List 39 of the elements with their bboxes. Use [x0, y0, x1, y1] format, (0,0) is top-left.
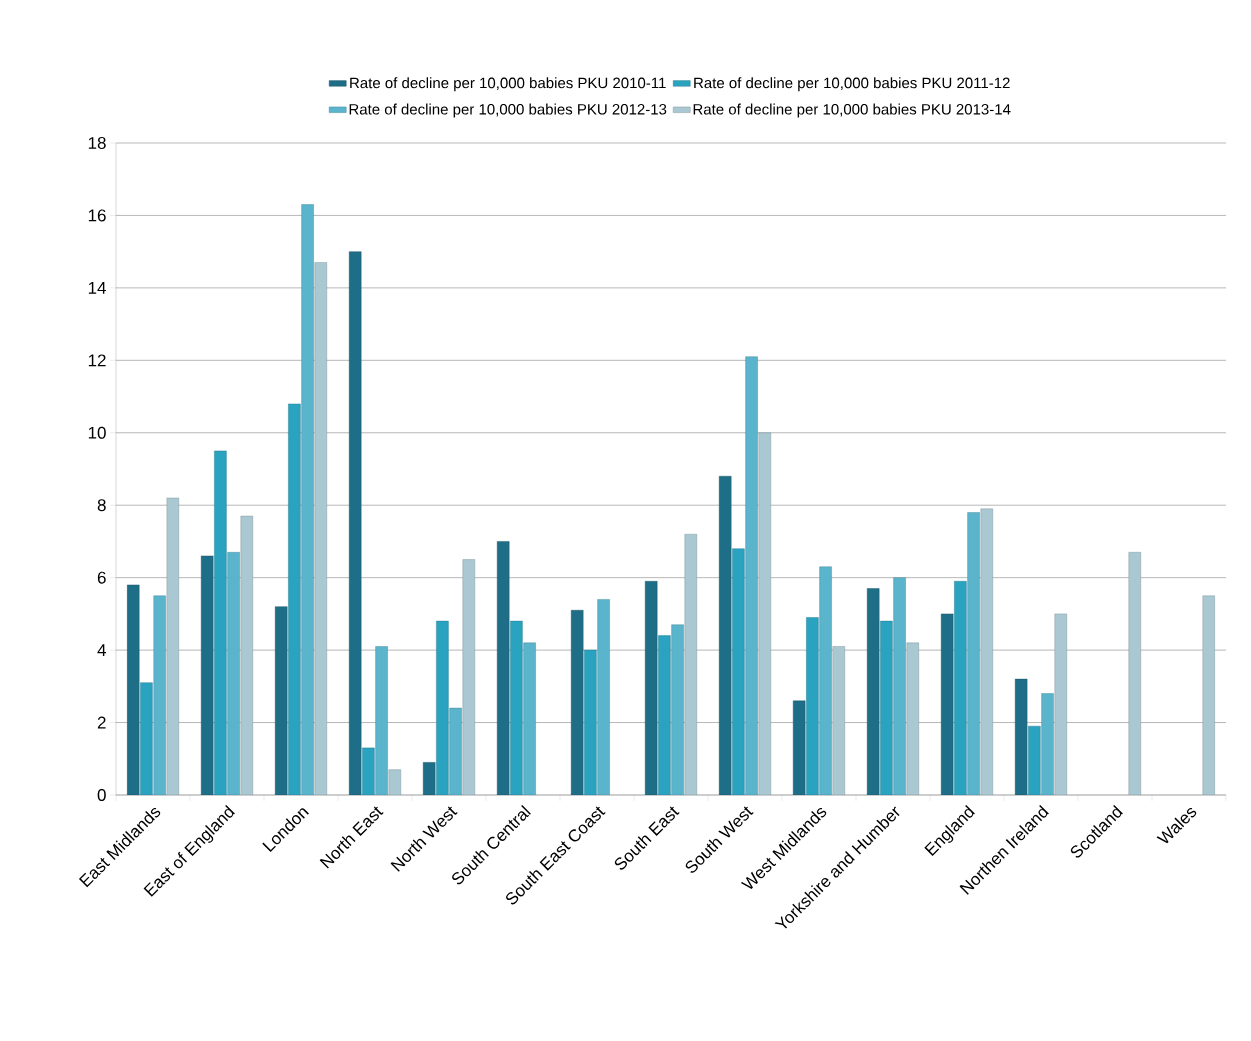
y-tick-label: 8	[97, 499, 106, 512]
bar	[227, 552, 240, 795]
bar	[906, 642, 919, 795]
y-tick-label: 2	[97, 716, 106, 729]
bar	[980, 508, 993, 795]
y-tick-label: 16	[88, 209, 106, 222]
y-tick-label: 0	[97, 788, 106, 802]
bar	[671, 624, 684, 795]
bar	[449, 707, 462, 795]
y-tick-label: 6	[97, 571, 106, 584]
bar	[893, 577, 906, 795]
legend-label: Rate of decline per 10,000 babies PKU 2013-14	[693, 103, 1011, 118]
bar	[240, 515, 253, 795]
bar	[758, 432, 771, 795]
bar	[819, 566, 832, 795]
bar	[967, 512, 980, 795]
bar	[301, 204, 314, 795]
legend-label: Rate of decline per 10,000 babies PKU 2010-11	[350, 77, 666, 92]
bar	[153, 595, 166, 795]
y-tick-label: 14	[88, 282, 106, 294]
bar	[832, 646, 845, 795]
bar	[1054, 613, 1067, 795]
bar	[523, 642, 536, 795]
bar	[166, 497, 180, 795]
bar	[1128, 552, 1141, 795]
bar	[745, 356, 758, 795]
y-tick-label: 4	[97, 644, 106, 656]
bar	[462, 559, 475, 795]
bar	[684, 533, 697, 795]
bar	[1041, 693, 1054, 795]
bar	[375, 646, 388, 795]
y-tick-label: 18	[88, 136, 106, 150]
y-tick-label: 10	[88, 426, 106, 439]
legend-label: Rate of decline per 10,000 babies PKU 2012-13	[349, 103, 667, 118]
bar	[314, 262, 327, 795]
legend-label: Rate of decline per 10,000 babies PKU 2011-12	[694, 77, 1010, 92]
bar	[597, 599, 610, 795]
bar	[1202, 595, 1215, 795]
y-tick-label: 12	[88, 354, 106, 367]
